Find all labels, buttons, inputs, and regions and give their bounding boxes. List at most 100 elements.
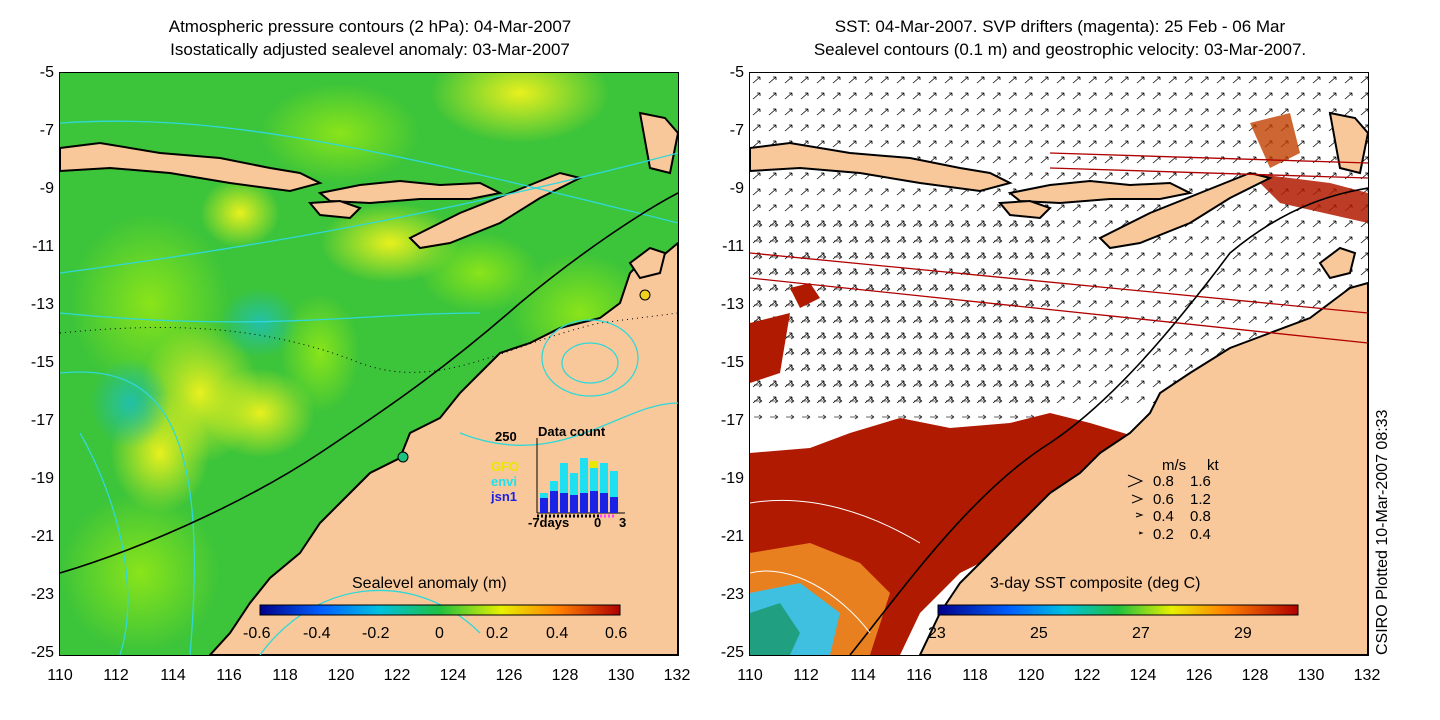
timor-island bbox=[1098, 171, 1273, 250]
inset-x-label-start: -7days bbox=[528, 515, 570, 530]
right-x-tick: 130 bbox=[1297, 667, 1325, 684]
java-island bbox=[750, 141, 1013, 193]
sst-warm-patch bbox=[750, 313, 790, 383]
left-title-line2: Isostatically adjusted sealevel anomaly:… bbox=[170, 40, 570, 59]
speed-legend-ms: 0.2 bbox=[1153, 526, 1174, 543]
left-x-tick: 130 bbox=[607, 667, 635, 684]
speed-legend-kt: 0.8 bbox=[1190, 508, 1211, 525]
left-x-tick: 128 bbox=[551, 667, 579, 684]
svp-drifter-tracks bbox=[750, 152, 1368, 344]
sealevel-colorbar-tick: -0.4 bbox=[303, 625, 331, 642]
inset-x-label-zero: 0 bbox=[594, 515, 602, 530]
right-x-tick: 124 bbox=[1129, 667, 1157, 684]
australia-landmass bbox=[208, 241, 678, 655]
sst-map bbox=[750, 73, 1368, 655]
right-y-tick: -19 bbox=[720, 470, 744, 487]
sst-colorbar-title: 3-day SST composite (deg C) bbox=[990, 575, 1201, 592]
shelf-break-line bbox=[849, 187, 1368, 655]
left-y-tick: -17 bbox=[30, 412, 54, 429]
left-x-tick: 114 bbox=[160, 667, 186, 684]
data-count-inset bbox=[536, 438, 625, 518]
left-x-tick: 116 bbox=[216, 667, 242, 684]
left-x-tick: 118 bbox=[272, 667, 298, 684]
right-x-tick: 120 bbox=[1017, 667, 1045, 684]
speed-legend-ms: 0.4 bbox=[1153, 508, 1174, 525]
station-marker bbox=[639, 289, 651, 301]
speed-legend-kt: 0.4 bbox=[1190, 526, 1211, 543]
speed-legend-kt: 1.2 bbox=[1190, 491, 1211, 508]
sealevel-colorbar-tick: 0.4 bbox=[546, 625, 569, 642]
left-y-tick: -23 bbox=[30, 586, 54, 603]
inset-series-envi: envi bbox=[491, 474, 518, 489]
sst-colorbar-tick: 27 bbox=[1132, 625, 1150, 642]
right-y-tick: -17 bbox=[720, 412, 744, 429]
sealevel-anomaly-map bbox=[60, 73, 678, 655]
station-marker bbox=[397, 451, 409, 463]
island-east bbox=[638, 111, 678, 175]
right-y-tick: -21 bbox=[720, 528, 744, 545]
left-y-tick: -13 bbox=[30, 296, 54, 313]
left-x-tick: 110 bbox=[47, 667, 73, 684]
sst-warm-patch bbox=[790, 283, 820, 308]
inset-title: Data count bbox=[538, 424, 606, 439]
timor-island bbox=[408, 171, 583, 250]
sealevel-colorbar bbox=[259, 604, 621, 616]
sst-cool-region bbox=[750, 603, 800, 655]
left-map: 250 Data count GFO envi jsn1 -7days 0 3 … bbox=[59, 72, 679, 656]
sealevel-colorbar-tick: -0.6 bbox=[243, 625, 271, 642]
left-x-tick: 132 bbox=[663, 667, 691, 684]
right-x-tick: 132 bbox=[1353, 667, 1381, 684]
island-east bbox=[1328, 111, 1368, 175]
left-x-tick: 126 bbox=[495, 667, 523, 684]
melville-island bbox=[1318, 246, 1357, 280]
right-y-tick: -15 bbox=[720, 354, 744, 371]
right-x-tick: 126 bbox=[1185, 667, 1213, 684]
right-y-tick: -23 bbox=[720, 586, 744, 603]
sealevel-colorbar-tick: 0.6 bbox=[605, 625, 628, 642]
melville-island bbox=[628, 246, 667, 280]
right-x-tick: 116 bbox=[906, 667, 932, 684]
inset-series-jsn1: jsn1 bbox=[491, 489, 518, 504]
right-x-tick: 122 bbox=[1073, 667, 1101, 684]
sealevel-contours bbox=[750, 499, 921, 634]
left-y-tick: -7 bbox=[39, 122, 54, 139]
speed-legend-header-kt: kt bbox=[1207, 457, 1219, 474]
left-y-tick: -9 bbox=[39, 180, 54, 197]
left-y-tick: -5 bbox=[39, 64, 54, 81]
left-x-tick: 120 bbox=[327, 667, 355, 684]
right-y-tick: -9 bbox=[729, 180, 744, 197]
sst-warm-patch bbox=[1250, 173, 1368, 223]
left-y-tick: -11 bbox=[32, 238, 54, 255]
sst-colorbar-tick: 23 bbox=[928, 625, 946, 642]
right-x-tick: 128 bbox=[1241, 667, 1269, 684]
sst-colorbar bbox=[937, 604, 1299, 616]
inset-series-gfo: GFO bbox=[491, 459, 520, 474]
left-y-tick: -25 bbox=[30, 644, 54, 661]
right-y-tick: -13 bbox=[720, 296, 744, 313]
inset-x-label-end: 3 bbox=[619, 515, 627, 530]
right-x-tick: 114 bbox=[850, 667, 876, 684]
speed-legend-header-ms: m/s bbox=[1162, 457, 1187, 474]
shelf-break-line bbox=[60, 192, 678, 574]
right-y-tick: -25 bbox=[720, 644, 744, 661]
right-map: 3-day SST composite (deg C) 23 25 27 29 … bbox=[749, 72, 1369, 656]
sst-warm-patch bbox=[1250, 113, 1300, 168]
sst-colorbar-tick: 29 bbox=[1234, 625, 1252, 642]
sumba-island bbox=[307, 199, 362, 220]
right-y-tick: -5 bbox=[729, 64, 744, 81]
inset-max-label: 250 bbox=[495, 429, 517, 444]
sealevel-colorbar-tick: -0.2 bbox=[362, 625, 390, 642]
left-y-tick: -21 bbox=[30, 528, 54, 545]
left-x-tick: 122 bbox=[383, 667, 411, 684]
sealevel-colorbar-title: Sealevel anomaly (m) bbox=[352, 575, 507, 592]
geostrophic-velocity-arrows bbox=[750, 223, 1050, 423]
speed-legend-ms: 0.8 bbox=[1153, 473, 1174, 490]
right-title-line1: SST: 04-Mar-2007. SVP drifters (magenta)… bbox=[834, 17, 1286, 36]
right-y-tick: -7 bbox=[729, 122, 744, 139]
left-x-tick: 112 bbox=[103, 667, 129, 684]
right-x-tick: 110 bbox=[737, 667, 763, 684]
sealevel-colorbar-tick: 0.2 bbox=[486, 625, 509, 642]
left-title-line1: Atmospheric pressure contours (2 hPa): 0… bbox=[168, 17, 572, 36]
nusa-tenggara-islands bbox=[317, 179, 504, 205]
left-y-tick: -15 bbox=[30, 354, 54, 371]
